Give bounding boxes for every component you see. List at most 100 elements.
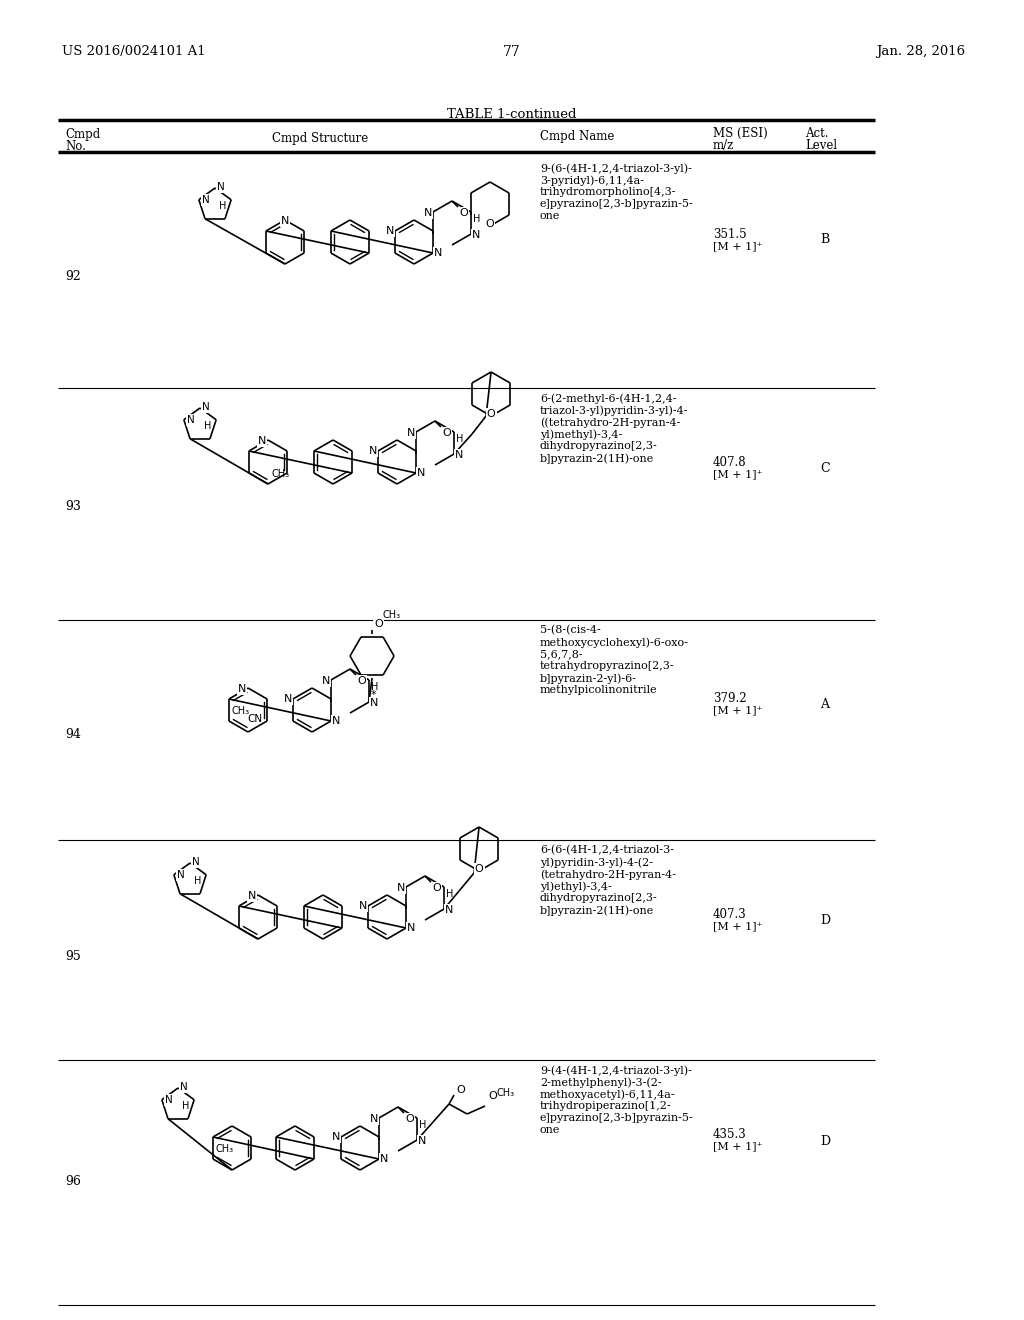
Text: H: H [456,434,464,444]
Text: H: H [182,1101,189,1110]
Text: N: N [180,1082,187,1092]
Text: N: N [258,436,266,446]
Text: N: N [434,248,442,257]
Text: m/z: m/z [713,139,734,152]
Text: yl)methyl)-3,4-: yl)methyl)-3,4- [540,429,623,440]
Text: N: N [281,216,289,226]
Text: 435.3: 435.3 [713,1129,746,1140]
Text: O: O [374,619,383,630]
Text: N: N [418,1137,426,1146]
Text: D: D [820,913,830,927]
Text: Cmpd Structure: Cmpd Structure [272,132,368,145]
Text: trihydromorpholino[4,3-: trihydromorpholino[4,3- [540,187,677,197]
Text: N: N [369,446,377,455]
Text: 94: 94 [65,729,81,741]
Text: H: H [204,421,212,430]
Text: CN: CN [247,714,262,723]
Text: Act.: Act. [805,127,828,140]
Text: CH₃: CH₃ [382,610,400,620]
Text: 9-(4-(4H-1,2,4-triazol-3-yl)-: 9-(4-(4H-1,2,4-triazol-3-yl)- [540,1065,692,1076]
Text: b]pyrazin-2-yl)-6-: b]pyrazin-2-yl)-6- [540,673,637,684]
Text: N: N [322,676,330,686]
Text: N: N [332,715,340,726]
Text: H: H [473,214,480,224]
Text: C: C [820,462,829,475]
Text: 77: 77 [503,45,521,59]
Text: Cmpd Name: Cmpd Name [540,129,614,143]
Text: N: N [248,891,256,902]
Text: N: N [380,1154,388,1164]
Text: O: O [488,1092,497,1101]
Text: N: N [472,230,480,240]
Text: dihydropyrazino[2,3-: dihydropyrazino[2,3- [540,441,657,451]
Text: N: N [455,450,464,459]
Text: N: N [238,684,246,694]
Text: N: N [186,414,195,425]
Text: b]pyrazin-2(1H)-one: b]pyrazin-2(1H)-one [540,906,654,916]
Text: ((tetrahydro-2H-pyran-4-: ((tetrahydro-2H-pyran-4- [540,417,680,428]
Text: O: O [485,219,495,228]
Text: N: N [358,902,367,911]
Text: 92: 92 [65,271,81,282]
Text: O: O [432,883,441,894]
Text: 407.3: 407.3 [713,908,746,921]
Text: CH₃: CH₃ [216,1144,234,1154]
Text: (tetrahydro-2H-pyran-4-: (tetrahydro-2H-pyran-4- [540,869,676,879]
Text: H: H [195,875,202,886]
Text: N: N [386,226,394,236]
Text: N: N [177,870,184,879]
Text: US 2016/0024101 A1: US 2016/0024101 A1 [62,45,206,58]
Text: 96: 96 [65,1175,81,1188]
Text: 5-(8-(cis-4-: 5-(8-(cis-4- [540,624,601,635]
Text: N: N [202,195,210,205]
Text: B: B [820,234,829,246]
Text: N: N [193,857,200,867]
Text: 93: 93 [65,500,81,513]
Text: H: H [219,201,226,211]
Text: N: N [370,698,379,708]
Text: 351.5: 351.5 [713,228,746,242]
Text: [M + 1]⁺: [M + 1]⁺ [713,705,763,715]
Text: 9-(6-(4H-1,2,4-triazol-3-yl)-: 9-(6-(4H-1,2,4-triazol-3-yl)- [540,162,692,173]
Text: N: N [284,694,292,704]
Text: N: N [407,428,415,438]
Text: N: N [370,1114,378,1125]
Text: yl)pyridin-3-yl)-4-(2-: yl)pyridin-3-yl)-4-(2- [540,857,653,867]
Text: No.: No. [65,140,86,153]
Text: [M + 1]⁺: [M + 1]⁺ [713,242,763,251]
Text: O: O [486,409,496,418]
Text: methoxyacetyl)-6,11,4a-: methoxyacetyl)-6,11,4a- [540,1089,676,1100]
Text: N: N [396,883,404,894]
Text: CH₃: CH₃ [496,1088,514,1098]
Text: [M + 1]⁺: [M + 1]⁺ [713,921,763,931]
Text: O: O [442,428,452,438]
Text: N: N [217,182,224,191]
Text: H: H [371,682,379,692]
Text: 379.2: 379.2 [713,692,746,705]
Text: [M + 1]⁺: [M + 1]⁺ [713,469,763,479]
Text: trihydropiperazino[1,2-: trihydropiperazino[1,2- [540,1101,672,1111]
Text: N: N [445,906,454,915]
Text: N: N [417,469,425,478]
Text: 95: 95 [65,950,81,964]
Text: 3-pyridyl)-6,11,4a-: 3-pyridyl)-6,11,4a- [540,176,644,186]
Text: b]pyrazin-2(1H)-one: b]pyrazin-2(1H)-one [540,453,654,463]
Text: e]pyrazino[2,3-b]pyrazin-5-: e]pyrazino[2,3-b]pyrazin-5- [540,1113,693,1123]
Text: O: O [457,1085,466,1096]
Text: O: O [460,209,468,218]
Text: methoxycyclohexyl)-6-oxo-: methoxycyclohexyl)-6-oxo- [540,638,689,648]
Text: methylpicolinonitrile: methylpicolinonitrile [540,685,657,696]
Text: [M + 1]⁺: [M + 1]⁺ [713,1140,763,1151]
Text: H: H [419,1119,426,1130]
Text: 407.8: 407.8 [713,455,746,469]
Text: N: N [332,1133,340,1142]
Text: CH₃: CH₃ [232,706,250,715]
Text: N: N [408,923,416,933]
Text: D: D [820,1135,830,1148]
Text: yl)ethyl)-3,4-: yl)ethyl)-3,4- [540,880,611,891]
Text: H: H [446,888,454,899]
Text: 6-(6-(4H-1,2,4-triazol-3-: 6-(6-(4H-1,2,4-triazol-3- [540,845,674,855]
Text: triazol-3-yl)pyridin-3-yl)-4-: triazol-3-yl)pyridin-3-yl)-4- [540,405,688,416]
Text: O: O [406,1114,415,1125]
Text: tetrahydropyrazino[2,3-: tetrahydropyrazino[2,3- [540,661,675,671]
